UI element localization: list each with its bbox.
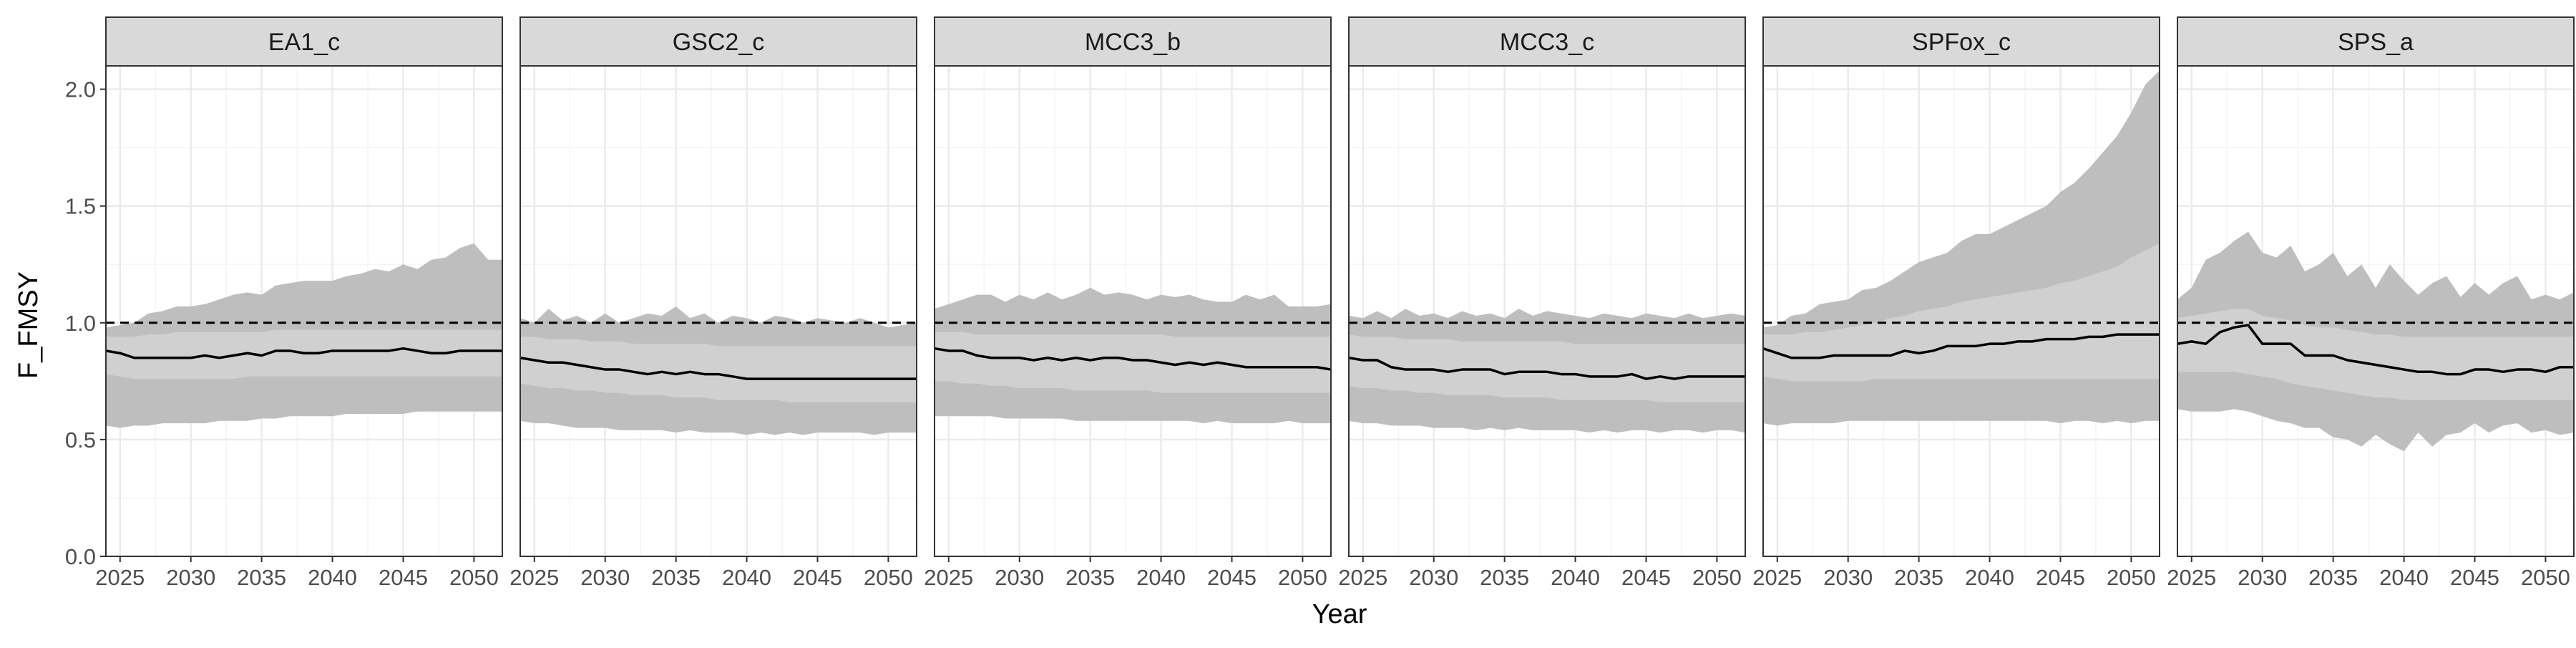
x-tick-label: 2050: [2107, 565, 2156, 590]
x-tick-label: 2040: [1965, 565, 2014, 590]
facet-panel-spfox-c: SPFox_c 2025 2030 2035 2040 2045 2050: [1752, 16, 2160, 590]
facet-strip-label: EA1_c: [268, 29, 340, 56]
panel-border: [1348, 65, 1746, 557]
x-tick-label: 2050: [864, 565, 913, 590]
facet-panel-mcc3-c: MCC3_c 2025 2030 2035 2040 2045 2050: [1338, 16, 1746, 590]
x-tick-label: 2045: [2450, 565, 2499, 590]
facet-panel-mcc3-b: MCC3_b 2025 2030 2035 2040 2045 2050: [924, 16, 1332, 590]
x-tick-label: 2030: [166, 565, 215, 590]
facet-strip: [519, 16, 917, 67]
x-tick-label: 2030: [1823, 565, 1873, 590]
facet-strip-label: GSC2_c: [673, 29, 765, 56]
y-tick-label: 1.0: [65, 311, 96, 336]
x-tick-label: 2045: [379, 565, 428, 590]
x-tick-label: 2040: [722, 565, 771, 590]
facet-panel-sps-a: SPS_a 2025 2030 2035 2040 2045 2050: [2167, 16, 2575, 590]
x-tick-label: 2035: [1480, 565, 1529, 590]
y-tick-label: 0.0: [65, 544, 96, 569]
x-tick-label: 2035: [1065, 565, 1115, 590]
x-tick-label: 2035: [2308, 565, 2358, 590]
facet-panel-gsc2-c: GSC2_c 2025 2030 2035 2040 2045 2050: [509, 16, 917, 590]
x-tick-label: 2040: [1136, 565, 1186, 590]
x-tick-label: 2030: [995, 565, 1044, 590]
y-axis-label: F_FMSY: [14, 271, 44, 379]
inner-interval-band: [1349, 334, 1745, 402]
inner-interval-band: [1763, 243, 2160, 382]
x-tick-label: 2040: [2379, 565, 2429, 590]
facet-strip-label: SPS_a: [2338, 29, 2414, 56]
median-line: [1762, 333, 2160, 359]
x-tick-label: 2050: [1278, 565, 1327, 590]
x-tick-label: 2045: [793, 565, 842, 590]
median-line: [105, 347, 502, 359]
x-tick-label: 2030: [2238, 565, 2287, 590]
x-tick-label: 2050: [1692, 565, 1742, 590]
x-tick-label: 2025: [1338, 565, 1387, 590]
x-tick-label: 2030: [1409, 565, 1458, 590]
x-axis-label: Year: [1312, 599, 1367, 629]
median-line: [2177, 324, 2574, 376]
panel-border: [2177, 65, 2575, 557]
median-line: [1348, 357, 1745, 380]
inner-interval-band: [2177, 309, 2574, 400]
x-tick-label: 2050: [449, 565, 499, 590]
panel-border: [1762, 65, 2160, 557]
x-tick-label: 2025: [1752, 565, 1802, 590]
x-tick-label: 2035: [651, 565, 701, 590]
median-line: [519, 357, 917, 380]
facet-strip-label: MCC3_c: [1500, 29, 1594, 56]
facet-strip: [105, 16, 503, 67]
y-tick-label: 0.5: [65, 427, 96, 453]
x-tick-label: 2025: [95, 565, 145, 590]
y-tick-label: 2.0: [65, 77, 96, 102]
x-tick-label: 2035: [237, 565, 286, 590]
x-tick-label: 2035: [1894, 565, 1943, 590]
x-tick-label: 2025: [924, 565, 973, 590]
x-tick-label: 2050: [2521, 565, 2570, 590]
x-tick-label: 2045: [1621, 565, 1671, 590]
panel-border: [934, 65, 1332, 557]
facet-strip-label: MCC3_b: [1085, 29, 1181, 56]
x-tick-label: 2040: [1551, 565, 1600, 590]
x-tick-label: 2025: [2167, 565, 2216, 590]
y-tick-label: 1.5: [65, 194, 96, 219]
facet-strip: [1348, 16, 1746, 67]
facet-strip-label: SPFox_c: [1912, 29, 2011, 56]
facet-panel-ea1-c: EA1_c 2025 2030 2035 2040 2045 2050 0.0 0.5 1.0 1.…: [65, 16, 503, 590]
inner-interval-band: [520, 337, 917, 402]
x-tick-label: 2045: [2036, 565, 2085, 590]
inner-interval-band: [935, 332, 1331, 393]
panel-border: [519, 65, 917, 557]
x-tick-label: 2045: [1207, 565, 1257, 590]
median-line: [934, 347, 1332, 371]
x-tick-label: 2025: [509, 565, 559, 590]
panel-border: [105, 65, 503, 557]
x-tick-label: 2030: [580, 565, 630, 590]
plot-background: [520, 66, 917, 556]
x-tick-label: 2040: [308, 565, 357, 590]
